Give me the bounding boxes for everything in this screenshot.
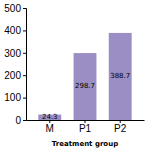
tick: 400 xyxy=(4,25,26,36)
y-axis: 0 100 200 300 400 500 xyxy=(4,3,26,126)
data-label: 388.7 xyxy=(110,72,130,80)
tick: 100 xyxy=(4,92,26,103)
chart: 0 100 200 300 400 500 M P1 P2 24.3 298.7 388.7 Treat… xyxy=(0,0,150,150)
tick-label: 100 xyxy=(4,92,21,103)
tick-mark xyxy=(23,30,26,31)
tick-label: 300 xyxy=(4,48,21,59)
tick: 0 xyxy=(15,115,26,126)
tick-label: 200 xyxy=(4,70,21,81)
tick-label: 0 xyxy=(15,115,21,126)
axis-line xyxy=(23,9,27,121)
bar xyxy=(109,33,132,120)
bar xyxy=(74,53,97,120)
tick-label: P1 xyxy=(79,123,92,134)
data-label: 298.7 xyxy=(75,82,95,90)
x-axis-title: Treatment group xyxy=(52,140,118,148)
tick-mark xyxy=(23,75,26,76)
tick: 500 xyxy=(4,3,26,14)
tick-mark xyxy=(23,98,26,99)
tick-label: 500 xyxy=(4,3,21,14)
tick-label: P2 xyxy=(114,123,127,134)
tick-label: M xyxy=(46,123,54,134)
tick: P1 xyxy=(79,120,92,134)
tick-mark xyxy=(23,120,26,121)
data-labels: 24.3 298.7 388.7 xyxy=(42,72,130,121)
data-label: 24.3 xyxy=(42,113,58,121)
tick-mark xyxy=(23,53,26,54)
tick: P2 xyxy=(114,120,127,134)
plot-area xyxy=(38,33,131,120)
tick-label: 400 xyxy=(4,25,21,36)
tick-mark xyxy=(23,8,26,9)
x-axis: M P1 P2 xyxy=(27,120,145,134)
tick: 200 xyxy=(4,70,26,81)
tick: 300 xyxy=(4,48,26,59)
tick: M xyxy=(46,120,54,134)
